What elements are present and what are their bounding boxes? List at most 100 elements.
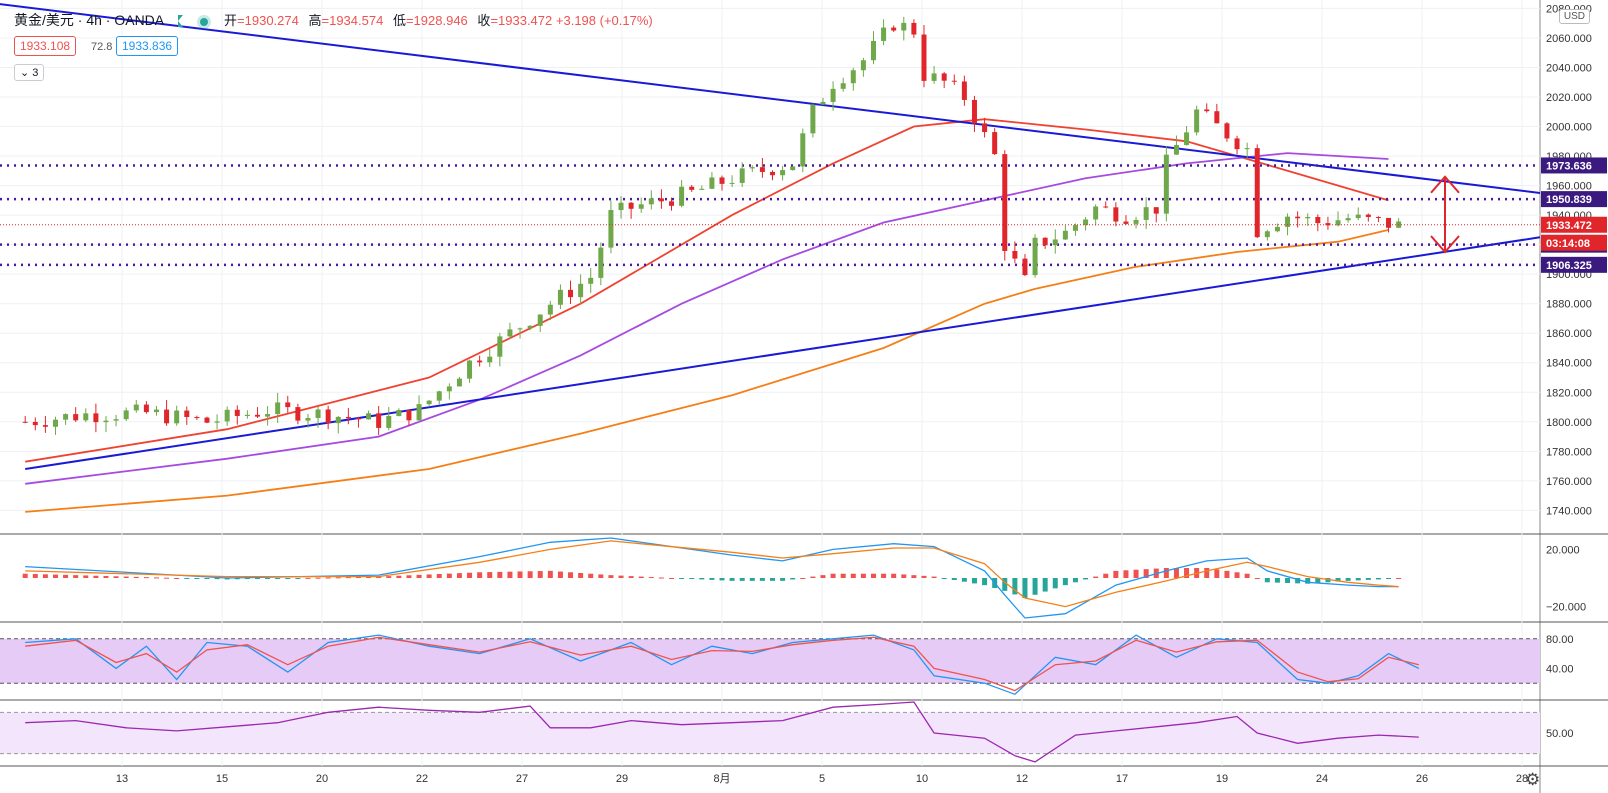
- candle: [335, 416, 341, 434]
- stoch-tick-label: 40.00: [1546, 663, 1574, 675]
- candle: [174, 405, 180, 426]
- gear-icon[interactable]: ⚙: [1525, 770, 1541, 789]
- macd-histogram-bar: [1274, 578, 1280, 583]
- candle-body: [467, 360, 473, 379]
- macd-histogram-bar: [729, 578, 735, 581]
- currency-button[interactable]: USD: [1558, 9, 1590, 24]
- candle-body: [386, 416, 392, 428]
- macd-histogram-bar: [143, 577, 149, 579]
- candle: [1093, 204, 1099, 226]
- macd-histogram-bar: [426, 574, 432, 578]
- indicator-toggle-button[interactable]: ⌄ 3: [14, 64, 45, 81]
- price-tick-label: 1800.000: [1546, 417, 1592, 429]
- macd-histogram: [22, 568, 1402, 598]
- flag-icon[interactable]: [177, 15, 183, 27]
- candle: [759, 157, 765, 178]
- candle: [982, 117, 988, 138]
- candle: [992, 128, 998, 156]
- candle: [184, 406, 190, 425]
- macd-histogram-bar: [1204, 568, 1210, 578]
- candle-body: [446, 386, 452, 392]
- macd-histogram-bar: [1022, 578, 1028, 598]
- candle-body: [901, 22, 907, 31]
- candle-body: [487, 356, 493, 363]
- candle: [911, 19, 917, 38]
- macd-histogram-bar: [941, 578, 947, 579]
- candle-body: [982, 123, 988, 133]
- macd-histogram-bar: [22, 573, 28, 578]
- sma-slow-line: [25, 229, 1389, 513]
- level-tag: [1541, 256, 1607, 273]
- candle-body: [729, 182, 735, 184]
- macd-signal-line: [25, 540, 1399, 608]
- candle-body: [153, 409, 159, 413]
- macd-histogram-bar: [820, 575, 826, 578]
- macd-histogram-bar: [1315, 578, 1321, 583]
- sma-fast-line: [25, 118, 1389, 463]
- candle-body: [406, 410, 412, 421]
- candle: [487, 348, 493, 367]
- macd-histogram-bar: [32, 574, 38, 578]
- macd-histogram-bar: [840, 573, 846, 578]
- level-tag-label: 1950.839: [1546, 194, 1592, 206]
- candle: [426, 400, 432, 408]
- candle: [456, 376, 462, 387]
- chart-header: 黄金/美元 · 4h · OANDA 开=1930.274 高=1934.574…: [14, 10, 653, 30]
- x-tick-label: 28: [1516, 773, 1528, 785]
- candle-body: [598, 247, 604, 278]
- macd-histogram-bar: [547, 570, 553, 578]
- ask-button[interactable]: 1933.836: [116, 36, 179, 56]
- level-tag-label: 1906.325: [1546, 260, 1592, 272]
- candle: [941, 72, 947, 89]
- candle-body: [1173, 144, 1179, 155]
- macd-histogram-bar: [1264, 578, 1270, 583]
- macd-histogram-bar: [386, 576, 392, 578]
- candle: [881, 19, 887, 46]
- candle: [870, 31, 876, 65]
- candle: [234, 405, 240, 425]
- candle-body: [578, 283, 584, 298]
- macd-histogram-bar: [931, 576, 937, 578]
- candle: [1355, 207, 1361, 221]
- candle-body: [254, 414, 260, 417]
- candle-body: [103, 420, 109, 423]
- candle: [153, 405, 159, 416]
- macd-histogram-bar: [658, 577, 664, 579]
- macd-histogram-bar: [335, 577, 341, 579]
- macd-histogram-bar: [588, 573, 594, 578]
- macd-histogram-bar: [477, 572, 483, 578]
- candle-body: [1365, 214, 1371, 217]
- macd-histogram-bar: [1173, 568, 1179, 578]
- candle-body: [416, 404, 422, 421]
- candle-body: [547, 304, 553, 315]
- candle-body: [1093, 206, 1099, 220]
- candle-body: [709, 177, 715, 189]
- macd-histogram-bar: [295, 578, 301, 579]
- macd-histogram-bar: [537, 571, 543, 578]
- candle: [1042, 237, 1048, 249]
- macd-histogram-bar: [780, 578, 786, 581]
- candle-body: [1184, 132, 1190, 145]
- bid-button[interactable]: 1933.108: [14, 36, 77, 56]
- x-tick-label: 24: [1316, 773, 1328, 785]
- macd-histogram-bar: [648, 577, 654, 579]
- symbol-title[interactable]: 黄金/美元 · 4h · OANDA: [14, 12, 165, 28]
- candle-body: [770, 171, 775, 176]
- rsi-band: [0, 712, 1540, 754]
- candle-body: [123, 410, 129, 420]
- macd-histogram-bar: [759, 578, 765, 581]
- candle: [275, 392, 281, 423]
- price-tick-label: 2060.000: [1546, 33, 1592, 45]
- macd-histogram-bar: [436, 574, 442, 578]
- macd-histogram-bar: [1355, 578, 1361, 581]
- macd-histogram-bar: [184, 578, 190, 579]
- x-tick-label: 19: [1216, 773, 1228, 785]
- macd-histogram-bar: [254, 578, 260, 579]
- macd-histogram-bar: [618, 575, 624, 578]
- candle: [739, 162, 745, 188]
- candle-body: [426, 400, 432, 405]
- macd-histogram-bar: [1365, 578, 1371, 580]
- candle: [1022, 254, 1028, 276]
- macd-histogram-bar: [315, 577, 321, 579]
